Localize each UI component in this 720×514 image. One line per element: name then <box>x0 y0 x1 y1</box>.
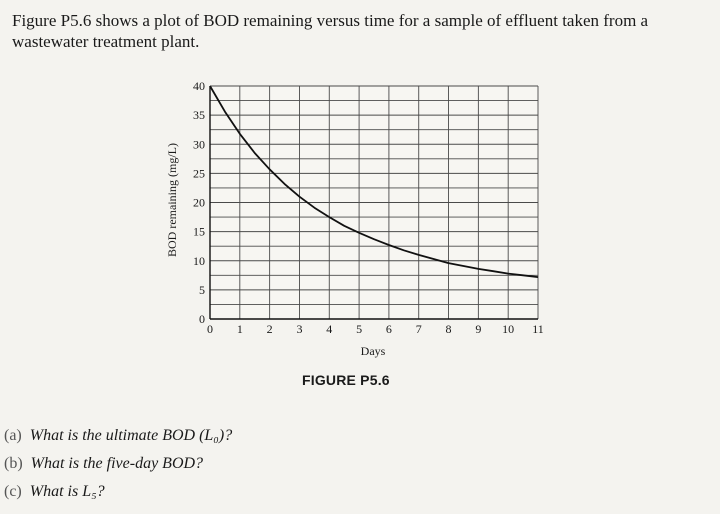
y-tick-label: 20 <box>193 196 205 210</box>
question-c-text: What is L₅? <box>29 483 105 500</box>
problem-statement: Figure P5.6 shows a plot of BOD remainin… <box>12 11 649 51</box>
question-c: (c) What is L₅? <box>4 483 105 501</box>
figure-caption: FIGURE P5.6 <box>302 372 390 388</box>
x-axis-label: Days <box>361 344 386 358</box>
question-c-marker: (c) <box>4 483 22 500</box>
y-tick-label: 30 <box>193 137 205 151</box>
x-tick-label: 7 <box>416 322 422 336</box>
x-tick-label: 11 <box>532 322 544 336</box>
chart-axes <box>209 86 538 320</box>
chart-tick-labels: 0 1 2 3 4 5 6 7 8 9 10 11 0 5 10 15 20 25 30 35 40 <box>193 79 544 336</box>
y-tick-label: 15 <box>193 225 205 239</box>
question-a-marker: (a) <box>4 427 22 444</box>
x-tick-label: 5 <box>356 322 362 336</box>
chart-grid <box>209 85 539 320</box>
y-tick-label: 5 <box>199 283 205 297</box>
x-tick-label: 0 <box>207 322 213 336</box>
x-tick-label: 3 <box>296 322 302 336</box>
y-tick-label: 10 <box>193 254 205 268</box>
y-tick-label: 25 <box>193 166 205 180</box>
x-tick-label: 6 <box>386 322 392 336</box>
x-tick-label: 9 <box>475 322 481 336</box>
question-a: (a) What is the ultimate BOD (L₀)? <box>4 427 232 445</box>
question-b: (b) What is the five-day BOD? <box>4 455 203 473</box>
x-tick-label: 2 <box>267 322 273 336</box>
question-a-text: What is the ultimate BOD (L₀)? <box>29 427 233 444</box>
bod-curve <box>209 85 539 278</box>
x-tick-label: 1 <box>237 322 243 336</box>
y-tick-label: 40 <box>193 79 205 93</box>
y-axis-label: BOD remaining (mg/L) <box>165 143 179 257</box>
bod-chart: 0 1 2 3 4 5 6 7 8 9 10 11 0 5 10 15 20 25 30 35 40 Days BOD … <box>165 79 544 358</box>
y-tick-label: 0 <box>199 312 205 326</box>
x-tick-label: 10 <box>502 322 514 336</box>
y-tick-label: 35 <box>193 108 205 122</box>
question-b-marker: (b) <box>4 455 23 472</box>
x-tick-label: 8 <box>446 322 452 336</box>
x-tick-label: 4 <box>326 322 332 336</box>
chart-series <box>209 85 539 278</box>
question-b-text: What is the five-day BOD? <box>30 455 204 472</box>
